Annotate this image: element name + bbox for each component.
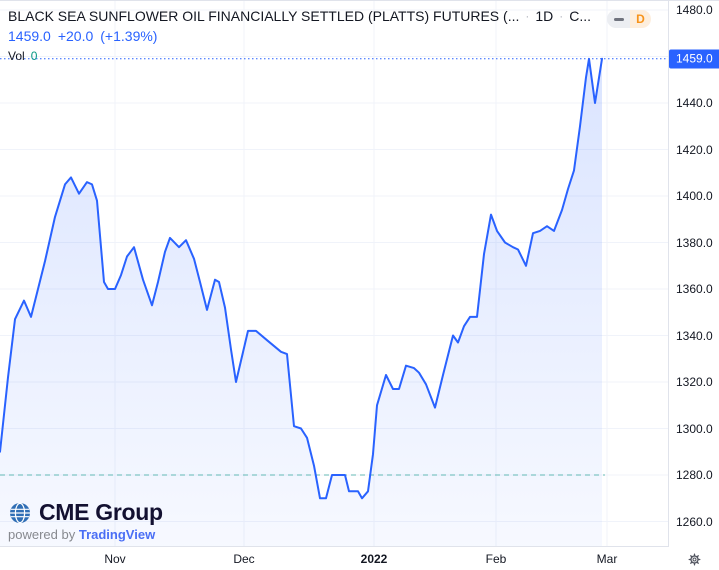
attribution: CME Group powered by TradingView xyxy=(8,499,163,542)
provider-link[interactable]: TradingView xyxy=(78,527,156,542)
powered-by-row: powered by TradingView xyxy=(8,527,163,542)
volume-label: Vol xyxy=(8,49,25,63)
powered-by-label: powered by xyxy=(8,527,76,542)
reference-lines xyxy=(0,58,668,476)
brand-name: CME Group xyxy=(39,499,163,525)
exchange-label: C... xyxy=(569,8,592,24)
globe-icon xyxy=(10,502,30,523)
interval-badge[interactable]: D xyxy=(630,10,651,28)
y-axis-label: 1260.0 xyxy=(676,514,713,529)
price-scale[interactable]: 1459.0 1480.0 1440.0 1420.0 1400.0 1380.0 136… xyxy=(669,1,719,546)
y-axis-label: 1280.0 xyxy=(676,468,713,482)
current-price-badge: 1459.0 xyxy=(669,49,719,69)
interval-label[interactable]: 1D xyxy=(535,8,554,24)
price-change-row: 1459.0 +20.0 (+1.39%) xyxy=(8,28,591,44)
price-area-chart[interactable] xyxy=(0,1,668,546)
y-axis-label: 1300.0 xyxy=(676,421,713,436)
y-axis-label: 1360.0 xyxy=(676,282,713,296)
volume-row: Vol 0 xyxy=(8,49,591,63)
volume-value: 0 xyxy=(30,49,38,63)
gear-icon xyxy=(688,553,700,565)
price-change: +20.0 xyxy=(57,28,94,44)
interval-toggle-pill[interactable]: D xyxy=(607,10,651,28)
title-separator: · xyxy=(525,9,530,23)
y-axis-label: 1400.0 xyxy=(676,189,713,203)
symbol-title[interactable]: BLACK SEA SUNFLOWER OIL FINANCIALLY SETT… xyxy=(8,8,520,24)
x-axis-label: Dec xyxy=(233,552,255,566)
y-axis-label: 1480.0 xyxy=(676,3,713,17)
time-axis[interactable]: Nov Dec 2022 Feb Mar xyxy=(0,547,668,570)
settings-button[interactable] xyxy=(669,547,719,570)
dash-icon xyxy=(613,17,624,21)
brand-logo-link[interactable]: CME Group xyxy=(8,499,163,526)
price-change-percent: (+1.39%) xyxy=(100,28,158,44)
x-axis-label: Nov xyxy=(104,552,126,566)
symbol-title-row: BLACK SEA SUNFLOWER OIL FINANCIALLY SETT… xyxy=(8,8,591,24)
x-axis-label: Mar xyxy=(596,552,618,566)
x-axis-label: 2022 xyxy=(360,552,388,566)
y-axis-label: 1340.0 xyxy=(676,328,713,343)
chart-header: BLACK SEA SUNFLOWER OIL FINANCIALLY SETT… xyxy=(8,8,591,63)
title-separator: · xyxy=(559,9,564,23)
y-axis-label: 1440.0 xyxy=(676,96,713,110)
y-axis-label: 1320.0 xyxy=(676,375,713,389)
chart-pane[interactable]: BLACK SEA SUNFLOWER OIL FINANCIALLY SETT… xyxy=(0,1,669,547)
area-fill xyxy=(0,58,602,546)
last-price: 1459.0 xyxy=(8,28,51,44)
x-axis-label: Feb xyxy=(485,552,507,566)
price-line xyxy=(0,57,603,500)
y-axis-label: 1380.0 xyxy=(676,235,713,250)
y-axis-label: 1420.0 xyxy=(676,142,713,157)
collapse-toggle[interactable] xyxy=(607,10,630,28)
